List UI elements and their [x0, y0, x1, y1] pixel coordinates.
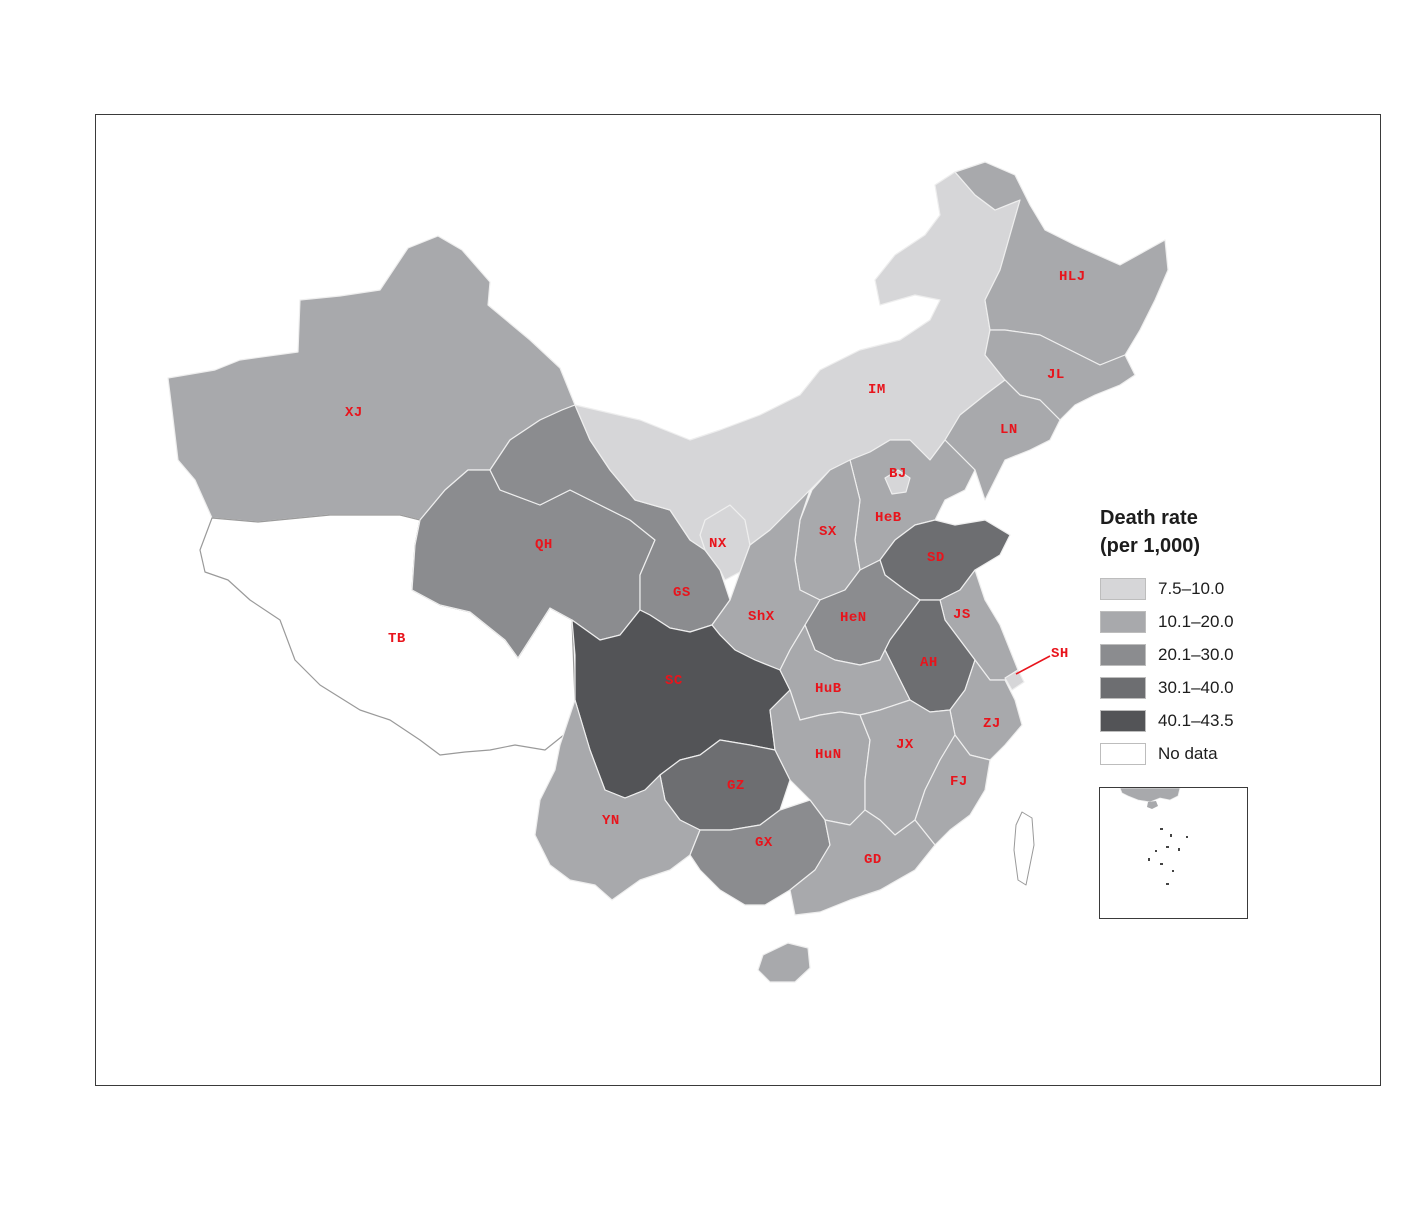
- label-sc: SC: [665, 673, 683, 689]
- legend-item: 30.1–40.0: [1100, 671, 1270, 704]
- label-ah: AH: [920, 655, 938, 671]
- label-hen: HeN: [840, 610, 867, 626]
- label-jl: JL: [1047, 367, 1065, 383]
- legend-swatch: [1100, 676, 1146, 699]
- label-heb: HeB: [875, 510, 902, 526]
- label-hun: HuN: [815, 747, 842, 763]
- legend-label: 20.1–30.0: [1158, 644, 1234, 664]
- label-tb: TB: [388, 631, 406, 647]
- label-gz: GZ: [727, 778, 745, 794]
- label-shx: ShX: [748, 609, 775, 625]
- legend-swatch: [1100, 610, 1146, 633]
- label-im: IM: [868, 382, 886, 398]
- legend-swatch: [1100, 577, 1146, 600]
- legend-swatch: [1100, 709, 1146, 732]
- inset-hainan: [1147, 801, 1158, 809]
- legend-item: 40.1–43.5: [1100, 704, 1270, 737]
- province-bj[interactable]: [884, 469, 911, 495]
- province-gd[interactable]: [789, 809, 936, 916]
- legend-swatch: [1100, 742, 1146, 765]
- province-hain[interactable]: [757, 942, 811, 983]
- label-sh: SH: [1051, 646, 1069, 662]
- label-qh: QH: [535, 537, 553, 553]
- legend-label: 40.1–43.5: [1158, 710, 1234, 730]
- inset-map: [1119, 788, 1188, 885]
- legend-title-line1: Death rate: [1100, 507, 1198, 529]
- label-ln: LN: [1000, 422, 1018, 438]
- legend-label: No data: [1158, 743, 1218, 763]
- label-xj: XJ: [345, 405, 363, 421]
- label-sd: SD: [927, 550, 945, 566]
- legend-title: Death rate (per 1,000): [1100, 504, 1270, 560]
- label-gs: GS: [673, 585, 691, 601]
- province-yn[interactable]: [534, 699, 701, 901]
- legend-item: 7.5–10.0: [1100, 572, 1270, 605]
- label-zj: ZJ: [983, 716, 1001, 732]
- label-gx: GX: [755, 835, 773, 851]
- label-fj: FJ: [950, 774, 968, 790]
- label-nx: NX: [709, 536, 727, 552]
- province-fj[interactable]: [914, 734, 991, 846]
- legend-title-line2: (per 1,000): [1100, 535, 1201, 557]
- label-jx: JX: [896, 737, 914, 753]
- label-sx: SX: [819, 524, 837, 540]
- legend-label: 7.5–10.0: [1158, 578, 1225, 598]
- label-hlj: HLJ: [1059, 269, 1086, 285]
- province-sh[interactable]: [1004, 669, 1025, 691]
- label-gd: GD: [864, 852, 882, 868]
- label-hub: HuB: [815, 681, 842, 697]
- label-yn: YN: [602, 813, 620, 829]
- sh-leader-line: [1015, 655, 1051, 675]
- taiwan-outline: [1013, 811, 1035, 886]
- label-bj: BJ: [889, 466, 907, 482]
- province-labels: XJ TB QH GS NX IM HLJ JL LN BJ HeB SX SD…: [345, 269, 1086, 868]
- legend-item: 10.1–20.0: [1100, 605, 1270, 638]
- south-china-sea-inset: [1099, 787, 1248, 919]
- inset-islands: [1148, 828, 1188, 885]
- legend: Death rate (per 1,000) 7.5–10.0 10.1–20.…: [1100, 504, 1270, 770]
- legend-item: 20.1–30.0: [1100, 638, 1270, 671]
- legend-label: 30.1–40.0: [1158, 677, 1234, 697]
- legend-swatch: [1100, 643, 1146, 666]
- inset-mainland-coast: [1119, 788, 1181, 803]
- legend-label: 10.1–20.0: [1158, 611, 1234, 631]
- legend-item: No data: [1100, 737, 1270, 770]
- label-js: JS: [953, 607, 971, 623]
